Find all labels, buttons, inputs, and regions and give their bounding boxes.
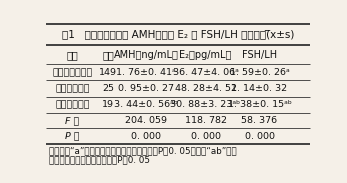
Text: 149: 149 — [99, 68, 117, 77]
Text: 1. 59±0. 26ᵃ: 1. 59±0. 26ᵃ — [230, 68, 289, 77]
Text: 118. 782: 118. 782 — [185, 116, 227, 125]
Text: 204. 059: 204. 059 — [125, 116, 167, 125]
Text: P 值: P 值 — [65, 132, 80, 141]
Text: 36. 47±4. 06ᵃ: 36. 47±4. 06ᵃ — [172, 68, 238, 77]
Text: 例数: 例数 — [102, 50, 114, 60]
Text: 组别: 组别 — [67, 50, 78, 60]
Text: 0. 95±0. 27: 0. 95±0. 27 — [118, 84, 174, 93]
Text: FSH/LH: FSH/LH — [242, 50, 277, 60]
Text: 2. 14±0. 32: 2. 14±0. 32 — [231, 84, 288, 93]
Text: 30. 88±3. 23ᵃᵇ: 30. 88±3. 23ᵃᵇ — [170, 100, 240, 109]
Text: 卵巢高反应组: 卵巢高反应组 — [55, 100, 90, 109]
Text: F 值: F 值 — [65, 116, 79, 125]
Text: 1. 38±0. 15ᵃᵇ: 1. 38±0. 15ᵃᵇ — [228, 100, 291, 109]
Text: 0. 000: 0. 000 — [131, 132, 161, 141]
Text: 表1   三组患者的血清 AMH、基础 E₂ 和 FSH/LH 水平比较(̅x±s): 表1 三组患者的血清 AMH、基础 E₂ 和 FSH/LH 水平比较(̅x±s) — [62, 29, 294, 39]
Text: 1. 76±0. 41ᵃ: 1. 76±0. 41ᵃ — [116, 68, 176, 77]
Text: E₂（pg/mL）: E₂（pg/mL） — [179, 50, 232, 60]
Text: 58. 376: 58. 376 — [242, 116, 278, 125]
Text: 示，与卵巢反应正常组比较，P＜0. 05: 示，与卵巢反应正常组比较，P＜0. 05 — [49, 155, 150, 164]
Text: 19: 19 — [102, 100, 114, 109]
Text: AMH（ng/mL）: AMH（ng/mL） — [114, 50, 179, 60]
Text: 3. 44±0. 56ᵃᵇ: 3. 44±0. 56ᵃᵇ — [114, 100, 178, 109]
Text: 0. 000: 0. 000 — [245, 132, 274, 141]
Text: 卵巢反应正常组: 卵巢反应正常组 — [52, 68, 93, 77]
Text: 48. 28±4. 51: 48. 28±4. 51 — [175, 84, 237, 93]
Text: 0. 000: 0. 000 — [191, 132, 220, 141]
Text: 25: 25 — [102, 84, 114, 93]
Text: 卵巢低反应组: 卵巢低反应组 — [55, 84, 90, 93]
Text: 注：标有“a”项表示，与卵巢低反应组比较，P＜0. 05；标有“ab”项表: 注：标有“a”项表示，与卵巢低反应组比较，P＜0. 05；标有“ab”项表 — [49, 146, 237, 155]
